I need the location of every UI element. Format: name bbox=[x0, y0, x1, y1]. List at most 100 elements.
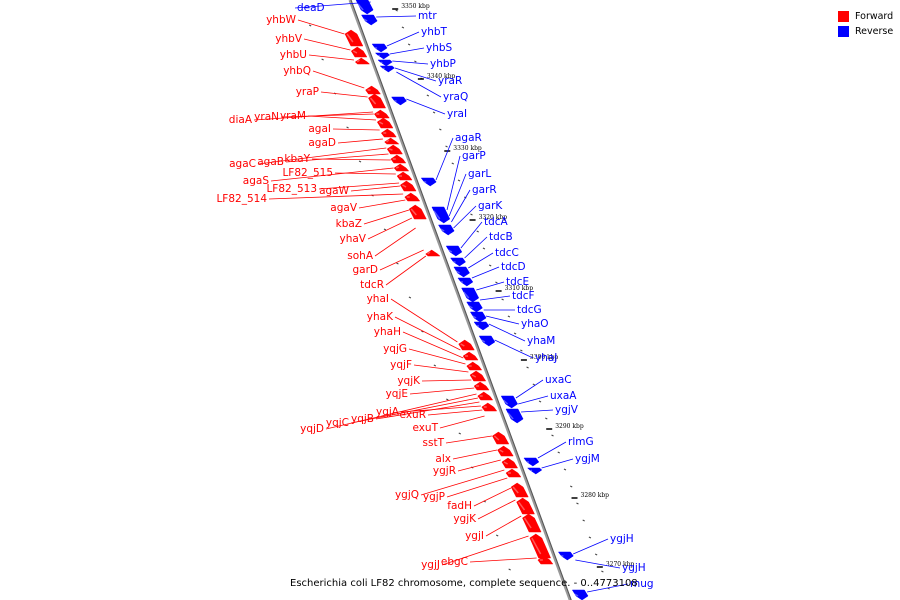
forward-gene-leader bbox=[280, 113, 374, 118]
minor-tick bbox=[321, 58, 324, 61]
forward-gene-glyph bbox=[458, 339, 475, 351]
reverse-gene-label: garL bbox=[468, 168, 491, 180]
forward-gene-label: yqjE bbox=[386, 388, 408, 400]
forward-gene-glyph-highlight bbox=[471, 374, 477, 378]
reverse-gene-glyph bbox=[526, 467, 543, 475]
reverse-gene-glyph-highlight bbox=[376, 54, 381, 58]
forward-gene-label: garD bbox=[352, 264, 378, 276]
reverse-gene-leader bbox=[471, 266, 500, 279]
reverse-gene-glyph bbox=[445, 245, 463, 257]
forward-gene-glyph-highlight bbox=[388, 148, 393, 151]
reverse-gene-label: rlmG bbox=[568, 436, 594, 448]
reverse-gene-leader bbox=[446, 155, 461, 211]
reverse-gene-label: yhaO bbox=[521, 318, 549, 330]
reverse-gene-leader bbox=[435, 137, 454, 181]
reverse-gene-glyph bbox=[557, 551, 574, 561]
minor-tick bbox=[426, 94, 430, 97]
legend: Forward Reverse bbox=[838, 9, 893, 39]
reverse-gene-glyph bbox=[469, 311, 487, 323]
legend-label-reverse: Reverse bbox=[855, 26, 894, 37]
forward-gene-label: agaW bbox=[319, 185, 350, 197]
forward-gene-glyph-highlight bbox=[503, 461, 508, 465]
forward-gene-label: alx bbox=[435, 453, 451, 465]
forward-gene-label: yraP bbox=[296, 86, 319, 98]
forward-gene-label: yqjB bbox=[351, 413, 374, 425]
forward-gene-label: LF82_514 bbox=[216, 193, 267, 205]
forward-gene-leader bbox=[446, 477, 508, 498]
minor-tick bbox=[569, 485, 573, 488]
forward-gene-leader bbox=[473, 487, 512, 507]
tick-label: 3280 kbp bbox=[581, 492, 610, 499]
minor-tick bbox=[576, 502, 579, 505]
tick-label: 3290 kbp bbox=[555, 423, 584, 430]
forward-gene-label: diaA bbox=[229, 114, 253, 126]
minor-tick bbox=[526, 366, 529, 369]
tick-label: 3300 kbp bbox=[530, 354, 559, 361]
forward-gene-glyph-highlight bbox=[386, 139, 390, 143]
minor-tick bbox=[407, 43, 411, 46]
forward-gene-glyph bbox=[384, 137, 400, 145]
forward-gene-glyph-highlight bbox=[378, 121, 384, 125]
forward-gene-label: kbaY bbox=[284, 153, 310, 165]
forward-gene-leader bbox=[350, 397, 479, 424]
reverse-gene-leader bbox=[294, 1, 371, 9]
reverse-gene-label: tdcB bbox=[489, 231, 513, 243]
map-caption: Escherichia coli LF82 chromosome, comple… bbox=[290, 578, 638, 589]
forward-gene-leader bbox=[439, 415, 485, 429]
forward-gene-label: ygjJ bbox=[421, 559, 440, 571]
reverse-gene-glyph bbox=[461, 287, 480, 303]
tick-label: 3320 kbp bbox=[479, 214, 508, 221]
reverse-gene-label: yhaJ bbox=[535, 352, 557, 364]
forward-gene-label: yqjF bbox=[390, 359, 412, 371]
minor-tick bbox=[308, 24, 312, 27]
reverse-gene-glyph bbox=[355, 0, 374, 15]
forward-gene-leader bbox=[441, 535, 529, 566]
minor-tick bbox=[445, 145, 448, 148]
reverse-gene-leader bbox=[389, 47, 425, 55]
reverse-gene-leader bbox=[518, 395, 549, 405]
reverse-gene-label: tdcG bbox=[517, 304, 542, 316]
reverse-gene-leader bbox=[376, 15, 417, 18]
forward-gene-glyph bbox=[516, 497, 535, 515]
forward-gene-leader bbox=[303, 38, 351, 51]
forward-gene-label: exuR bbox=[400, 409, 426, 421]
forward-gene-glyph bbox=[466, 361, 483, 371]
minor-tick bbox=[538, 400, 542, 403]
forward-gene-label: ygjR bbox=[433, 465, 456, 477]
reverse-gene-leader bbox=[575, 559, 621, 569]
reverse-gene-glyph-highlight bbox=[463, 291, 470, 299]
forward-gene-glyph-highlight bbox=[427, 251, 431, 255]
reverse-gene-label: ygjM bbox=[575, 453, 600, 465]
forward-gene-label: yhaI bbox=[367, 293, 389, 305]
minor-tick bbox=[551, 434, 554, 437]
reverse-gene-glyph-highlight bbox=[507, 412, 514, 420]
minor-tick bbox=[532, 383, 536, 386]
reverse-gene-leader bbox=[451, 189, 471, 223]
reverse-gene-label: garP bbox=[462, 150, 486, 162]
reverse-gene-glyph bbox=[420, 177, 437, 187]
minor-tick bbox=[421, 330, 424, 333]
minor-tick bbox=[501, 298, 504, 301]
chromosome-backbone bbox=[348, 0, 572, 600]
reverse-gene-label: yhbS bbox=[426, 42, 453, 54]
reverse-gene-label: yraI bbox=[447, 108, 467, 120]
reverse-gene-glyph bbox=[377, 59, 393, 67]
forward-gene-glyph-highlight bbox=[499, 449, 504, 453]
forward-gene-leader bbox=[390, 298, 458, 343]
forward-gene-leader bbox=[402, 331, 464, 359]
forward-gene-glyph-highlight bbox=[512, 486, 519, 494]
reverse-gene-glyph bbox=[431, 206, 451, 224]
forward-gene-glyph-highlight bbox=[460, 343, 465, 347]
reverse-gene-leader bbox=[476, 281, 505, 291]
minor-tick bbox=[482, 247, 486, 250]
forward-gene-label: agaB bbox=[257, 156, 284, 168]
forward-gene-leader bbox=[394, 316, 461, 351]
reverse-gene-leader bbox=[453, 205, 477, 229]
forward-gene-glyph bbox=[344, 29, 364, 47]
forward-gene-glyph bbox=[477, 391, 494, 401]
forward-gene-label: LF82_515 bbox=[282, 167, 333, 179]
forward-gene-label: yraN bbox=[254, 111, 279, 123]
forward-gene-glyph bbox=[404, 192, 421, 202]
forward-gene-leader bbox=[421, 379, 472, 382]
minor-tick bbox=[545, 417, 548, 420]
